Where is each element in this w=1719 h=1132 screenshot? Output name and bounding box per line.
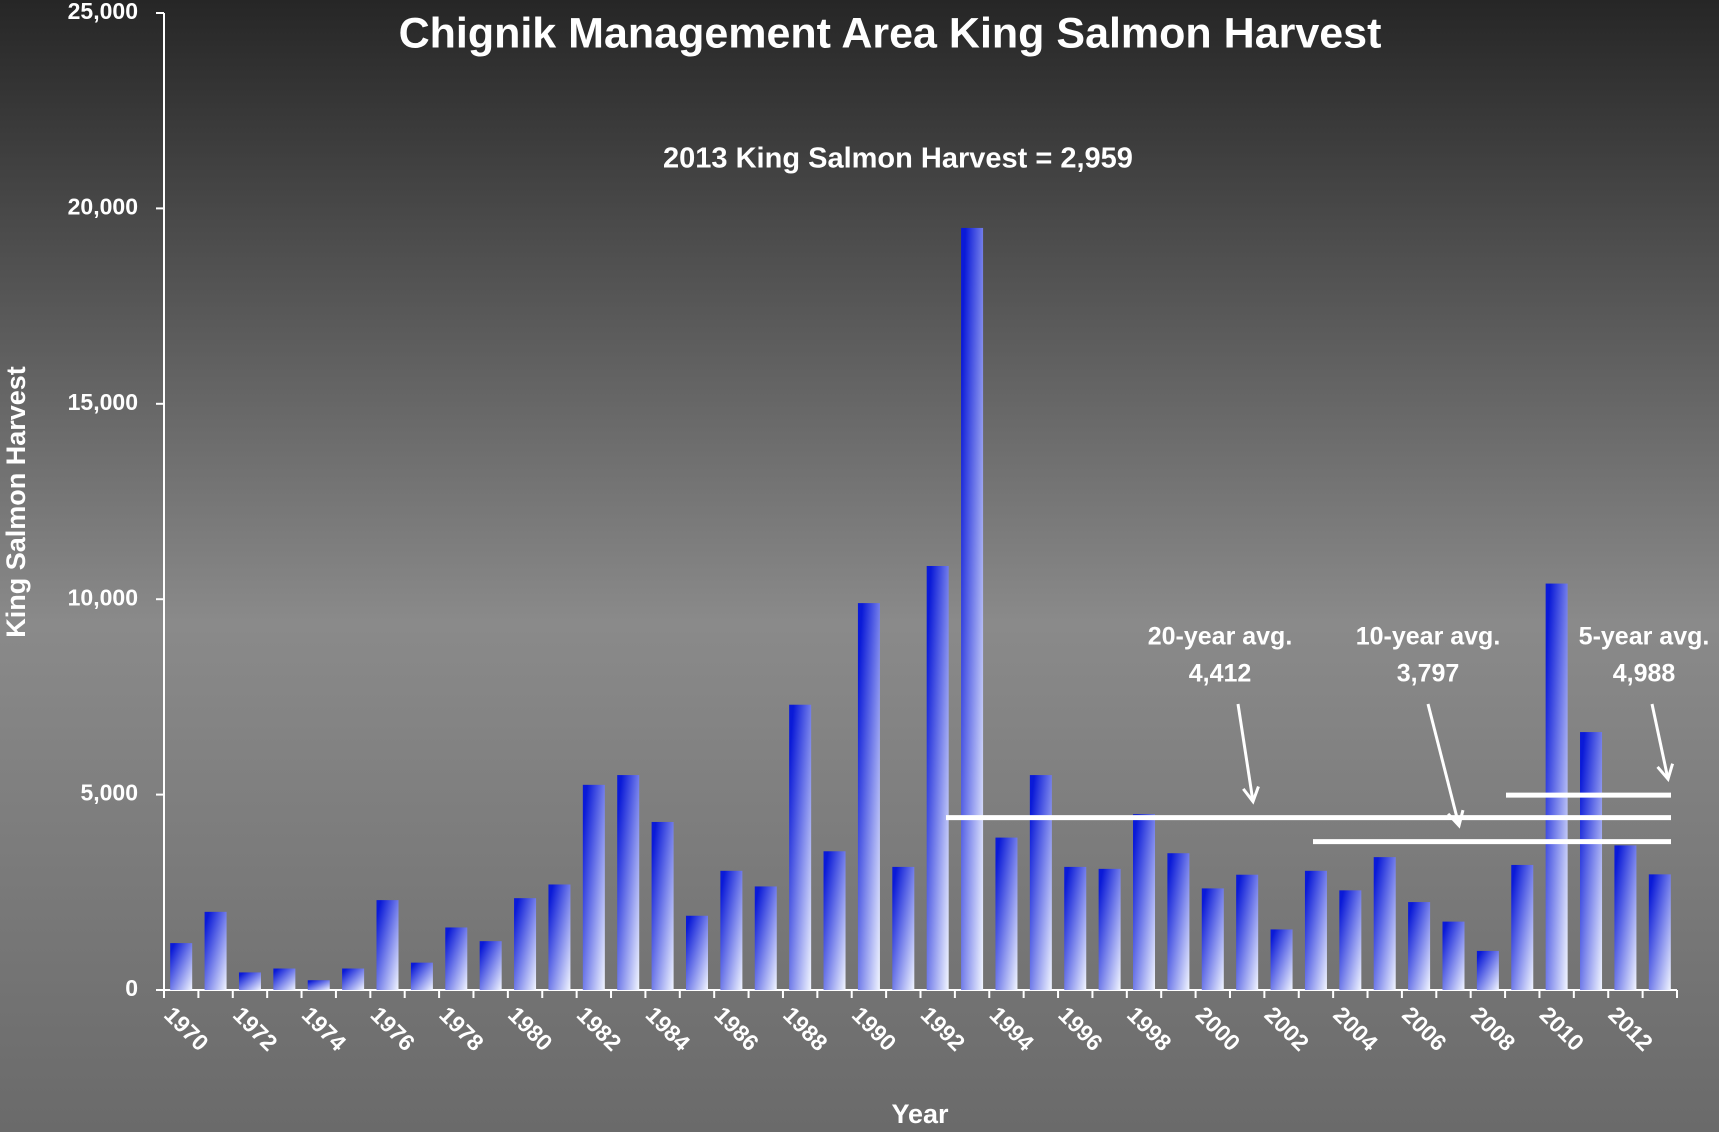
bar [685,915,708,990]
bar [1373,857,1396,990]
chart-subtitle: 2013 King Salmon Harvest = 2,959 [663,143,1133,175]
arrow-head [1447,809,1465,829]
arrow-shaft [1650,703,1670,780]
y-tick-label: 5,000 [80,780,138,806]
y-tick-label: 10,000 [68,584,138,610]
arrow-shaft [1236,703,1255,802]
bar [204,911,227,990]
bar [445,927,468,990]
bar [926,565,949,990]
average-value: 4,988 [1613,660,1676,688]
bar [857,603,880,990]
bar [1029,775,1052,990]
bar [238,972,261,990]
bar [1167,853,1190,990]
average-value: 4,412 [1189,660,1252,688]
average-label: 10-year avg. [1356,623,1501,651]
bar [479,941,502,990]
arrow-head [1656,763,1675,783]
y-tick-label: 0 [125,975,138,1001]
bar [1098,868,1121,990]
bar [1614,845,1637,990]
average-value: 3,797 [1397,660,1460,688]
average-label: 20-year avg. [1148,623,1293,651]
bar [514,898,537,990]
bar [1511,864,1534,990]
chart-title: Chignik Management Area King Salmon Harv… [399,9,1382,57]
y-tick-label: 25,000 [68,0,138,24]
bar [1304,870,1327,990]
bar [376,900,399,990]
average-label: 5-year avg. [1579,623,1710,651]
arrow-shaft [1426,703,1461,826]
arrow-head [1242,786,1260,805]
bar [892,866,915,990]
bar [307,980,330,990]
bar [961,227,984,990]
bar [342,968,365,990]
bar [1236,874,1259,990]
y-axis-label: King Salmon Harvest [1,366,31,638]
bar [1201,888,1224,990]
bar [651,821,674,990]
x-axis-label: Year [891,1099,949,1129]
bar [170,943,193,990]
bar [1648,874,1671,990]
bar [754,886,777,990]
bar [548,884,571,990]
bar [410,962,433,990]
bar [617,775,640,990]
bar [1064,866,1087,990]
y-tick-label: 20,000 [68,193,138,219]
bar [273,968,296,990]
bar [1133,814,1156,990]
bar [1442,921,1465,990]
bar [582,784,605,990]
y-tick-label: 15,000 [68,389,138,415]
bar [789,704,812,990]
bar [1270,929,1293,990]
bar [1545,583,1568,990]
bar [823,851,846,990]
bar [720,870,743,990]
bar [995,837,1018,990]
bar [1408,902,1431,990]
bar [1476,950,1499,990]
bar [1339,890,1362,990]
bar [1580,732,1603,990]
